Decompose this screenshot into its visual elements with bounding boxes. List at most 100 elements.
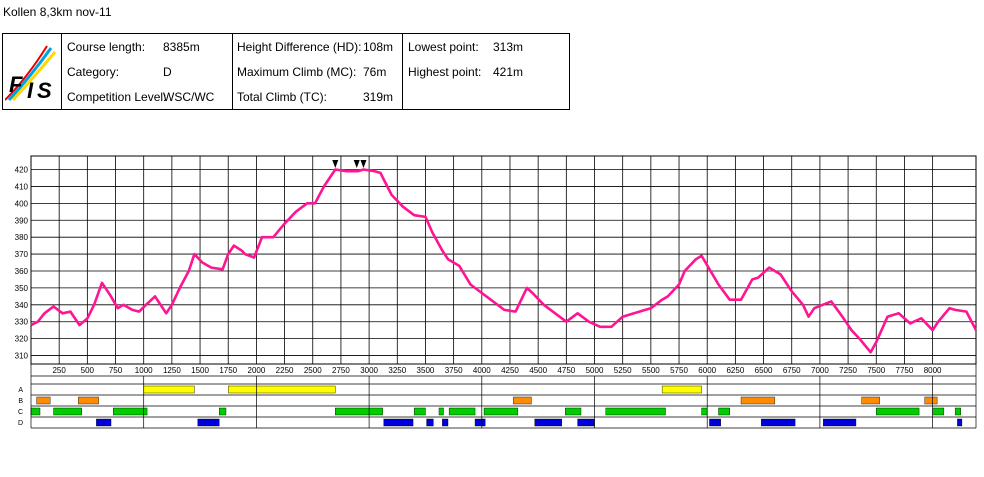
band-segment-B bbox=[861, 396, 880, 405]
svg-text:S: S bbox=[37, 78, 52, 102]
y-tick-label: 420 bbox=[15, 166, 29, 175]
highest-point-label: Highest point: bbox=[408, 65, 482, 79]
x-tick-label: 6250 bbox=[726, 366, 744, 375]
lowest-point-label: Lowest point: bbox=[408, 40, 479, 54]
x-tick-label: 7750 bbox=[896, 366, 914, 375]
band-segment-D bbox=[761, 418, 796, 427]
y-tick-label: 360 bbox=[15, 267, 29, 276]
category-label: Category: bbox=[67, 65, 120, 79]
x-tick-label: 2250 bbox=[276, 366, 294, 375]
y-tick-label: 340 bbox=[15, 301, 29, 310]
band-segment-D bbox=[474, 418, 486, 427]
band-label: D bbox=[18, 420, 23, 427]
band-segment-C bbox=[876, 407, 920, 416]
x-tick-label: 8000 bbox=[924, 366, 942, 375]
y-tick-label: 400 bbox=[15, 199, 29, 208]
x-tick-label: 1250 bbox=[163, 366, 181, 375]
band-segment-C bbox=[438, 407, 444, 416]
maximum-climb-value: 76m bbox=[363, 65, 387, 79]
page-title: Kollen 8,3km nov-11 bbox=[3, 5, 112, 19]
band-segment-C bbox=[413, 407, 426, 416]
y-tick-label: 380 bbox=[15, 233, 29, 242]
band-segment-C bbox=[448, 407, 476, 416]
band-segment-C bbox=[483, 407, 519, 416]
x-tick-label: 5500 bbox=[642, 366, 660, 375]
x-tick-label: 1750 bbox=[219, 366, 237, 375]
course-length-label: Course length: bbox=[67, 40, 146, 54]
x-tick-label: 2750 bbox=[332, 366, 350, 375]
x-tick-label: 1500 bbox=[191, 366, 209, 375]
x-tick-label: 5250 bbox=[614, 366, 632, 375]
x-tick-label: 3500 bbox=[417, 366, 435, 375]
x-tick-label: 6000 bbox=[698, 366, 716, 375]
band-segment-C bbox=[954, 407, 961, 416]
band-segment-D bbox=[197, 418, 220, 427]
svg-text:I: I bbox=[27, 78, 34, 102]
x-tick-label: 4250 bbox=[501, 366, 519, 375]
band-segment-A bbox=[143, 385, 195, 394]
x-tick-label: 1000 bbox=[135, 366, 153, 375]
x-tick-label: 6500 bbox=[755, 366, 773, 375]
maximum-climb-label: Maximum Climb (MC): bbox=[237, 65, 357, 79]
y-tick-label: 370 bbox=[15, 250, 29, 259]
x-tick-label: 4500 bbox=[529, 366, 547, 375]
highest-point-value: 421m bbox=[493, 65, 524, 79]
x-tick-label: 5750 bbox=[670, 366, 688, 375]
band-segment-D bbox=[96, 418, 112, 427]
band-segment-C bbox=[565, 407, 582, 416]
category-value: D bbox=[163, 65, 172, 79]
x-tick-label: 5000 bbox=[586, 366, 604, 375]
x-tick-label: 2000 bbox=[248, 366, 266, 375]
x-tick-label: 500 bbox=[81, 366, 95, 375]
band-segment-C bbox=[219, 407, 227, 416]
x-tick-label: 4750 bbox=[557, 366, 575, 375]
band-segment-B bbox=[36, 396, 51, 405]
elevation-line bbox=[30, 168, 978, 354]
lowest-point-value: 313m bbox=[493, 40, 524, 54]
x-tick-label: 3000 bbox=[360, 366, 378, 375]
y-tick-label: 410 bbox=[15, 182, 29, 191]
band-segment-C bbox=[30, 407, 41, 416]
competition-level-label: Competition Level: bbox=[67, 90, 167, 104]
band-segment-B bbox=[924, 396, 938, 405]
svg-text:F: F bbox=[9, 72, 23, 97]
band-segment-C bbox=[718, 407, 730, 416]
x-tick-label: 2500 bbox=[304, 366, 322, 375]
height-difference-value: 108m bbox=[363, 40, 394, 54]
band-label: C bbox=[18, 409, 23, 416]
band-label: B bbox=[18, 398, 23, 405]
table-divider bbox=[232, 34, 233, 109]
y-tick-label: 390 bbox=[15, 216, 29, 225]
band-segment-B bbox=[740, 396, 776, 405]
band-segment-A bbox=[228, 385, 336, 394]
band-segment-C bbox=[605, 407, 666, 416]
table-divider bbox=[61, 34, 62, 109]
fis-logo-icon: F I S bbox=[5, 45, 57, 102]
x-tick-label: 4000 bbox=[473, 366, 491, 375]
band-segment-C bbox=[335, 407, 383, 416]
height-difference-label: Height Difference (HD): bbox=[237, 40, 362, 54]
x-tick-label: 6750 bbox=[783, 366, 801, 375]
band-segment-C bbox=[53, 407, 82, 416]
x-tick-label: 250 bbox=[52, 366, 66, 375]
band-segment-D bbox=[442, 418, 449, 427]
band-segment-D bbox=[577, 418, 595, 427]
y-tick-label: 320 bbox=[15, 335, 29, 344]
y-tick-label: 330 bbox=[15, 318, 29, 327]
x-tick-label: 3250 bbox=[388, 366, 406, 375]
band-segment-C bbox=[701, 407, 708, 416]
x-tick-label: 7500 bbox=[867, 366, 885, 375]
band-segment-C bbox=[113, 407, 148, 416]
course-length-value: 8385m bbox=[163, 40, 200, 54]
total-climb-label: Total Climb (TC): bbox=[237, 90, 328, 104]
x-tick-label: 7250 bbox=[839, 366, 857, 375]
table-divider bbox=[402, 34, 403, 109]
total-climb-value: 319m bbox=[363, 90, 394, 104]
band-segment-B bbox=[513, 396, 532, 405]
band-segment-B bbox=[78, 396, 99, 405]
x-tick-label: 3750 bbox=[445, 366, 463, 375]
band-segment-D bbox=[534, 418, 563, 427]
band-segment-D bbox=[957, 418, 963, 427]
peak-marker-icon bbox=[332, 160, 339, 168]
band-segment-D bbox=[383, 418, 414, 427]
